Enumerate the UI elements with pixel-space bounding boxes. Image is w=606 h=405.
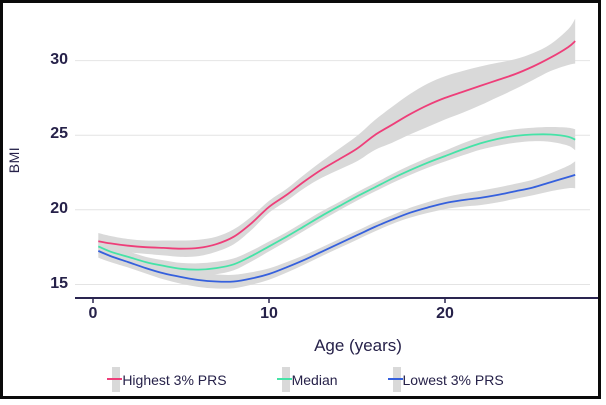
legend-band-swatch <box>387 367 403 392</box>
x-axis-title: Age (years) <box>314 336 402 355</box>
x-tick-label: 10 <box>260 305 278 322</box>
x-tick-label: 0 <box>88 305 98 322</box>
y-axis-title: BMI <box>6 146 22 174</box>
x-tick-label: 20 <box>436 305 454 322</box>
legend-item-highest-3-prs: Highest 3% PRS <box>107 367 227 392</box>
chart-plot-area <box>75 18 598 303</box>
legend-label: Median <box>291 371 338 388</box>
legend-line-icon <box>107 378 123 380</box>
legend-label: Highest 3% PRS <box>122 371 227 388</box>
legend-band-swatch <box>107 367 123 392</box>
chart-legend: Highest 3% PRS Median Lowest 3% PRS <box>0 367 606 392</box>
y-tick-label: 15 <box>50 274 68 292</box>
legend-band-swatch <box>276 367 292 392</box>
legend-item-lowest-3-prs: Lowest 3% PRS <box>387 367 504 392</box>
legend-line-icon <box>387 378 403 380</box>
y-tick-label: 20 <box>50 199 68 217</box>
legend-label: Lowest 3% PRS <box>402 371 504 388</box>
y-tick-label: 30 <box>50 50 68 68</box>
legend-line-icon <box>276 378 292 380</box>
legend-item-median: Median <box>276 367 338 392</box>
y-tick-label: 25 <box>50 125 68 143</box>
